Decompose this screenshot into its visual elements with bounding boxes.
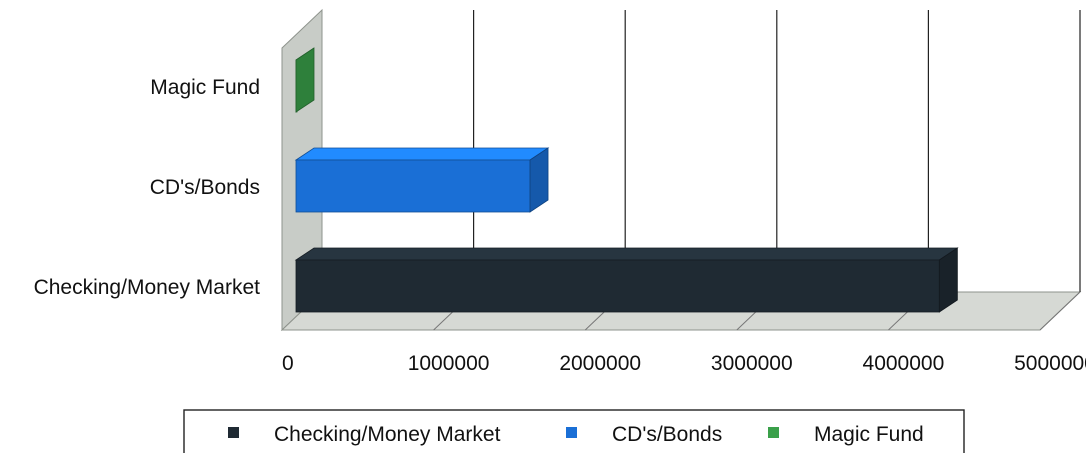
bar-0 <box>294 247 959 313</box>
legend-entry: Magic Fund <box>814 423 924 446</box>
bar-1 <box>294 147 550 213</box>
category-label: Checking/Money Market <box>34 276 261 299</box>
bar-end-face <box>295 47 315 113</box>
x-tick-label: 2000000 <box>559 352 641 375</box>
category-labels: Checking/Money Market CD's/Bonds Magic Fun… <box>34 76 261 299</box>
legend-entry: Checking/Money Market <box>274 423 501 446</box>
bar-2 <box>295 47 315 113</box>
bars <box>294 47 959 313</box>
x-tick-label: 5000000 <box>1014 352 1086 375</box>
category-label: Magic Fund <box>150 76 260 99</box>
x-tick-label: 1000000 <box>408 352 490 375</box>
legend-swatch <box>768 427 779 438</box>
legend-entry: CD's/Bonds <box>612 423 722 446</box>
x-tick-label: 4000000 <box>863 352 945 375</box>
bar-end-face <box>938 247 958 313</box>
x-tick-label: 3000000 <box>711 352 793 375</box>
bar-end-face <box>529 147 549 213</box>
x-tick-label: 0 <box>282 352 294 375</box>
bar-front-face <box>295 259 940 313</box>
bar-front-face <box>295 159 531 213</box>
legend-swatch <box>228 427 239 438</box>
legend: Checking/Money Market CD's/Bonds Magic Fun… <box>183 409 965 458</box>
x-axis-ticks: 0 1000000 2000000 3000000 4000000 5000000 <box>282 352 1086 375</box>
legend-swatch <box>566 427 577 438</box>
bar-top-face <box>294 147 550 161</box>
category-label: CD's/Bonds <box>150 176 260 199</box>
floor-gridline <box>1039 291 1081 331</box>
bar-top-face <box>294 247 959 261</box>
